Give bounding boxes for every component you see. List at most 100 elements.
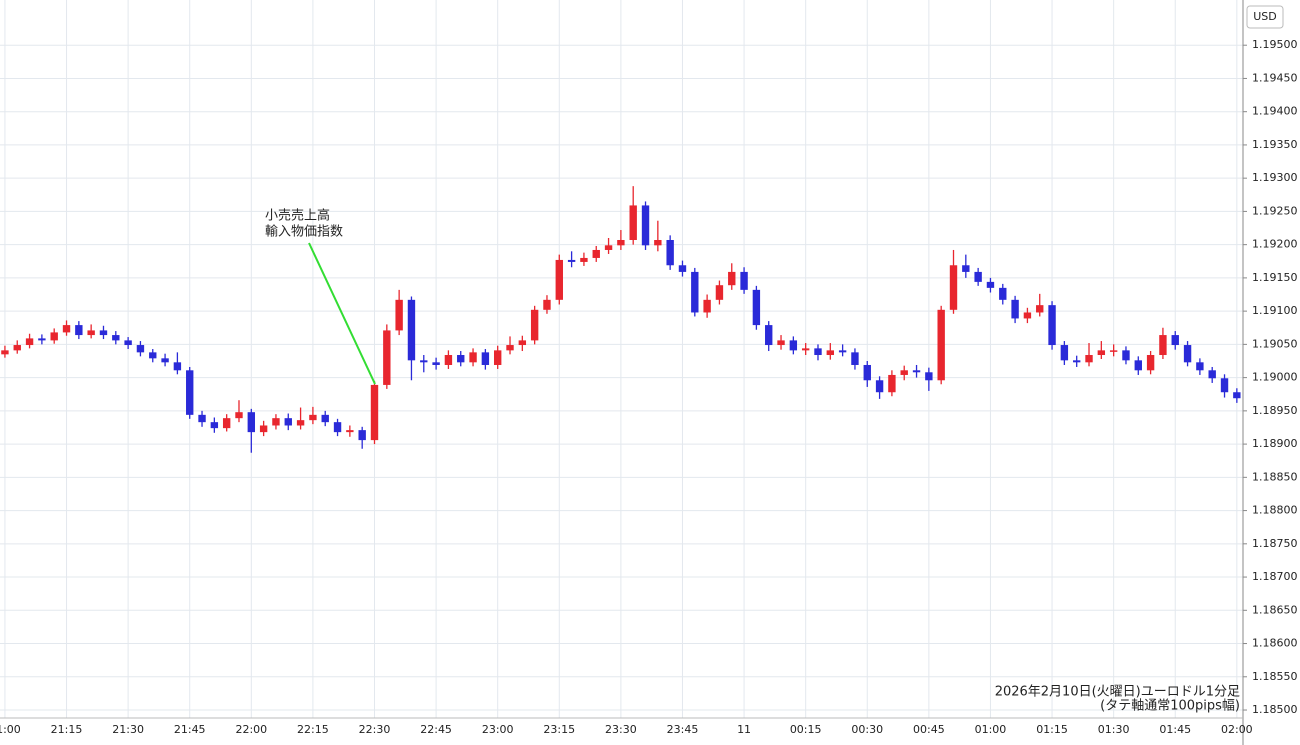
- candle-body: [752, 289, 761, 326]
- x-tick-label: 01:30: [1098, 723, 1130, 736]
- candle-body: [1072, 360, 1081, 363]
- candle-body: [1159, 335, 1167, 356]
- x-tick-label: 21:30: [112, 723, 144, 736]
- candle-body: [407, 299, 416, 361]
- candle-body: [518, 340, 527, 346]
- footnote: (タテ軸通常100pips幅): [1100, 699, 1240, 714]
- y-tick-label: 1.18600: [1252, 637, 1298, 650]
- y-tick-label: 1.18750: [1252, 537, 1298, 550]
- candle-body: [912, 370, 921, 373]
- candle-body: [641, 205, 650, 246]
- candle-body: [654, 239, 662, 246]
- candle-body: [592, 249, 600, 258]
- candle-body: [346, 430, 354, 433]
- candle-body: [432, 362, 440, 365]
- candle-body: [87, 330, 95, 336]
- candle-body: [555, 259, 563, 300]
- candle-body: [1171, 335, 1179, 346]
- candles: [1, 186, 1241, 453]
- candle-body: [395, 299, 403, 331]
- candle-body: [62, 325, 71, 333]
- candle-body: [173, 362, 182, 371]
- y-tick-label: 1.18550: [1252, 670, 1298, 683]
- candle-body: [801, 348, 810, 351]
- candle-body: [75, 325, 83, 336]
- y-tick-label: 1.19050: [1252, 337, 1298, 350]
- candle-body: [247, 412, 256, 433]
- candle-body: [124, 340, 132, 346]
- x-tick-label: 23:00: [482, 723, 514, 736]
- candle-body: [112, 335, 120, 341]
- candle-body: [506, 345, 514, 351]
- candle-body: [666, 239, 674, 266]
- candle-body: [962, 265, 970, 272]
- candle-body: [383, 330, 391, 385]
- candle-body: [99, 330, 108, 336]
- y-tick-label: 1.19100: [1252, 304, 1298, 317]
- candle-body: [1233, 392, 1241, 399]
- candle-body: [530, 309, 539, 341]
- candle-body: [838, 350, 847, 353]
- candle-body: [1208, 370, 1216, 379]
- x-tick-label: 23:45: [667, 723, 699, 736]
- candle-body: [949, 265, 958, 310]
- y-tick-label: 1.18950: [1252, 404, 1298, 417]
- y-tick-label: 1.19400: [1252, 105, 1298, 118]
- y-tick-label: 1.18650: [1252, 603, 1298, 616]
- y-tick-label: 1.19350: [1252, 138, 1298, 151]
- grid: [0, 0, 1243, 718]
- candle-body: [789, 340, 798, 351]
- candle-body: [1146, 355, 1155, 371]
- y-tick-label: 1.19450: [1252, 71, 1298, 84]
- candle-body: [777, 340, 785, 346]
- x-tick-label: 01:00: [975, 723, 1007, 736]
- candle-body: [1109, 350, 1118, 352]
- x-tick-label: 22:30: [359, 723, 391, 736]
- x-tick-label: 21:15: [51, 723, 83, 736]
- x-tick-label: 00:45: [913, 723, 945, 736]
- candle-body: [629, 205, 637, 240]
- candle-body: [567, 259, 576, 262]
- candle-body: [210, 422, 219, 429]
- candle-body: [765, 325, 773, 346]
- x-tick-label: 22:00: [235, 723, 267, 736]
- candle-body: [617, 239, 625, 246]
- candle-body: [937, 309, 945, 381]
- y-tick-label: 1.18850: [1252, 470, 1298, 483]
- annotation: 輸入物価指数: [265, 225, 343, 240]
- candle-body: [370, 384, 379, 441]
- y-tick-label: 1.19250: [1252, 204, 1298, 217]
- x-tick-label: 23:15: [543, 723, 575, 736]
- candle-body: [38, 338, 46, 341]
- candle-body: [715, 285, 724, 300]
- candle-body: [444, 355, 453, 365]
- candle-body: [284, 418, 292, 426]
- candle-body: [333, 422, 342, 433]
- x-tick-label: 01:45: [1159, 723, 1191, 736]
- candle-body: [543, 299, 551, 310]
- candle-body: [296, 420, 305, 426]
- candle-body: [1196, 362, 1204, 371]
- candle-body: [222, 418, 231, 429]
- y-tick-label: 1.18800: [1252, 504, 1298, 517]
- y-tick-label: 1.18900: [1252, 437, 1298, 450]
- y-tick-label: 1.19300: [1252, 171, 1298, 184]
- annotation: 小売売上高: [265, 208, 330, 224]
- candle-body: [678, 265, 687, 272]
- candle-body: [691, 271, 699, 313]
- candle-body: [580, 257, 588, 262]
- x-tick-label: 23:30: [605, 723, 637, 736]
- candle-body: [25, 338, 34, 346]
- x-tick-label: 02:00: [1221, 723, 1253, 736]
- candle-body: [50, 332, 58, 341]
- candle-body: [149, 352, 157, 359]
- candle-body: [1011, 299, 1019, 319]
- candle-body: [814, 348, 822, 356]
- y-tick-label: 1.19200: [1252, 238, 1298, 251]
- candle-body: [235, 412, 243, 419]
- candle-body: [703, 299, 711, 313]
- candle-body: [863, 364, 871, 381]
- candle-body: [875, 380, 884, 393]
